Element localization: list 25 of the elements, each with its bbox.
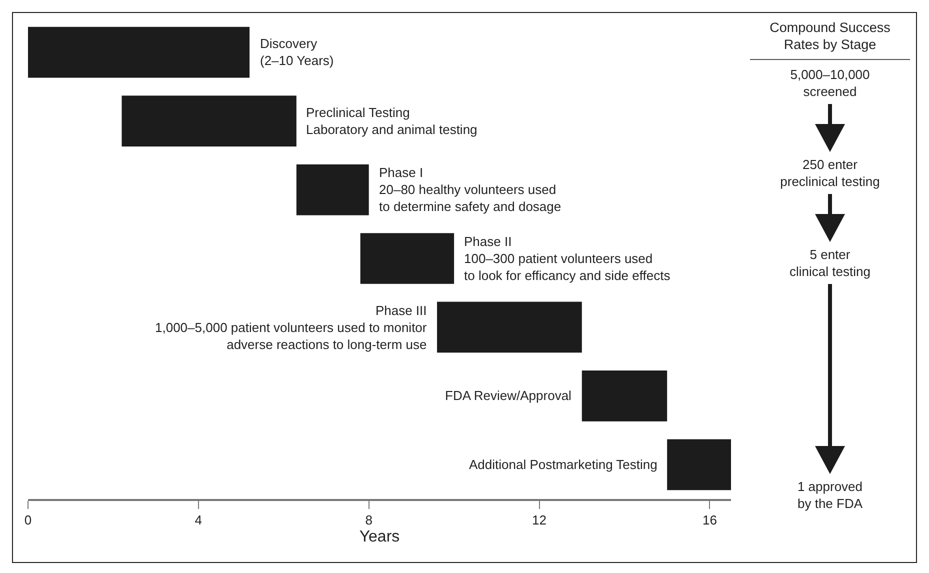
bar [360,233,454,284]
y-tick-label: Phase II 100–300 patient volunteers used to look for efficancy and side effects [464,234,671,283]
y-tick-label: Phase I 20–80 healthy volunteers used to determine safety and dosage [379,165,562,214]
x-tick-label: 0 [24,512,32,528]
bar [667,439,731,490]
text: Compound Success Rates by Stage [750,19,910,60]
text: 1 approved by the FDA [797,478,863,512]
text: 250 enter preclinical testing [780,156,880,190]
x-axis-title: Years [359,528,400,546]
y-tick-label: FDA Review/Approval [445,388,572,403]
text: 5,000–10,000 screened [790,66,870,100]
y-tick-label: Preclinical Testing Laboratory and animal testing [306,105,478,137]
y-tick-label: Additional Postmarketing Testing [469,457,658,472]
y-tick-label: Discovery (2–10 Years) [260,36,334,68]
text: 5 enter clinical testing [790,246,870,280]
bar [28,26,250,78]
bar [296,164,369,216]
y-tick-label: Phase III 1,000–5,000 patient volunteers used to monitor adverse reactions to long-term use [155,303,428,352]
x-tick-label: 4 [194,512,202,528]
x-tick-label: 16 [702,512,717,528]
bar [582,370,668,422]
x-tick-label: 8 [365,512,372,528]
bar [437,302,582,353]
x-tick-label: 12 [532,512,547,528]
bar [122,96,296,146]
